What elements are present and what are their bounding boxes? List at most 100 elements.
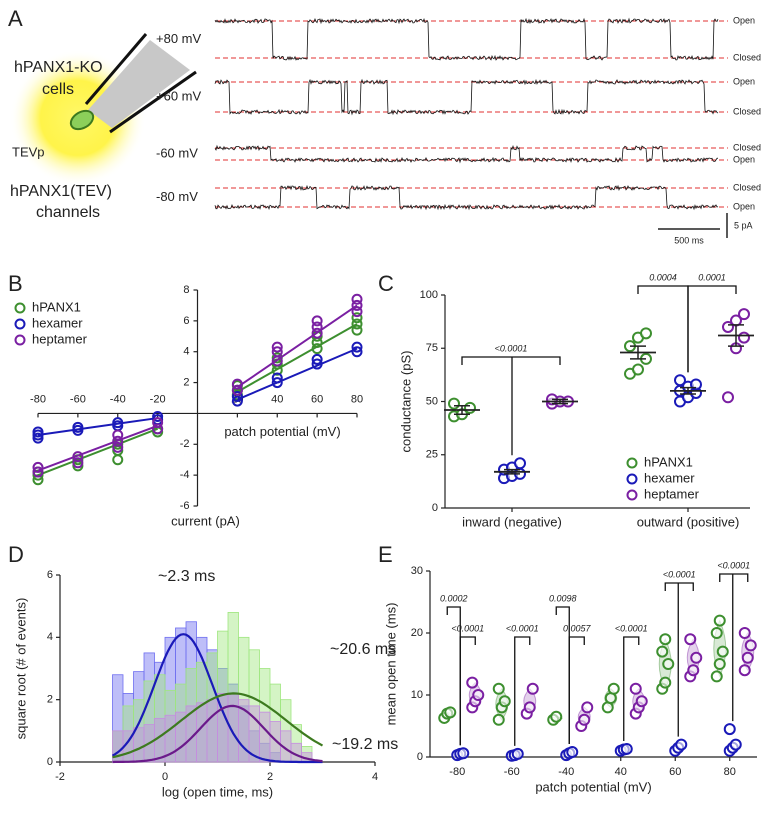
data-point: [581, 701, 594, 714]
data-point: [271, 341, 283, 353]
x-tick-label: 40: [271, 393, 283, 405]
y-tick-label: 0: [417, 751, 423, 763]
data-point: [526, 682, 539, 695]
y-tick-label: 8: [183, 284, 189, 296]
data-point: [351, 346, 363, 358]
level-label: Closed: [733, 52, 761, 62]
data-point: [231, 395, 243, 407]
level-label: Open: [733, 154, 755, 164]
data-point: [72, 451, 84, 463]
data-point: [152, 423, 164, 435]
y-tick-label: 4: [47, 631, 53, 643]
data-point: [152, 417, 164, 429]
channel-label: hPANX1(TEV): [10, 183, 112, 200]
y-tick-label: 25: [426, 449, 438, 461]
fit-annotation: ~2.3 ms: [158, 568, 215, 585]
pipette-edge: [109, 70, 197, 134]
legend-label: heptamer: [32, 331, 88, 346]
y-tick-label: -6: [180, 500, 190, 512]
data-point: [738, 664, 751, 677]
x-tick-label: 4: [372, 771, 378, 783]
x-tick-label: inward (negative): [462, 514, 562, 529]
p-value: 0.0002: [440, 593, 468, 603]
data-point: [271, 377, 283, 389]
x-tick-label: -20: [150, 393, 166, 405]
gaussian-fit: [112, 692, 324, 759]
x-tick-label: 40: [615, 766, 627, 778]
time-scale: 500 ms: [674, 235, 704, 245]
legend-label: hPANX1: [32, 299, 81, 314]
gaussian-fit: [111, 633, 323, 764]
x-tick-label: -2: [55, 771, 65, 783]
x-axis-label: log (open time, ms): [162, 784, 273, 799]
cell-label: cells: [42, 81, 74, 98]
x-axis-label: patch potential (mV): [535, 779, 651, 794]
current-trace: [214, 184, 719, 211]
data-point: [498, 695, 511, 708]
data-point: [457, 747, 470, 760]
histogram-bar: [269, 721, 281, 763]
data-point: [738, 627, 751, 639]
data-point: [231, 384, 243, 396]
y-tick-label: 2: [47, 694, 53, 706]
current-trace: [214, 78, 719, 116]
fit-annotation: ~19.2 ms: [332, 736, 398, 753]
panel-label: D: [8, 542, 24, 567]
level-label: Closed: [733, 106, 761, 116]
data-point: [311, 353, 323, 365]
data-point: [738, 308, 750, 321]
data-point: [632, 363, 644, 376]
data-point: [607, 682, 620, 695]
data-point: [231, 390, 243, 402]
fit-line: [37, 417, 158, 437]
x-tick-label: -60: [70, 393, 86, 405]
data-point: [32, 461, 44, 473]
error-bar: [552, 398, 568, 405]
voltage-label: +80 mV: [156, 31, 201, 46]
data-point: [72, 421, 84, 433]
panel-label: E: [378, 542, 393, 567]
error-bar: [728, 324, 744, 347]
data-point: [690, 651, 703, 664]
data-point: [32, 426, 44, 438]
legend-marker: [626, 473, 638, 485]
channel-label: channels: [36, 204, 100, 221]
data-point: [662, 658, 675, 670]
legend-label: hexamer: [644, 470, 695, 485]
error-bar: [454, 405, 470, 416]
fit-line: [37, 424, 158, 472]
legend-marker: [14, 318, 26, 330]
x-tick-label: 2: [267, 771, 273, 783]
fit-line: [236, 347, 358, 401]
significance-bracket: [514, 636, 531, 746]
histogram-bar: [259, 711, 271, 763]
data-point: [351, 293, 363, 305]
data-point: [710, 627, 723, 639]
data-point: [729, 738, 742, 751]
data-point: [351, 324, 363, 336]
data-point: [675, 738, 688, 751]
panel-label: A: [8, 6, 23, 31]
p-value: <0.0001: [451, 623, 484, 633]
x-tick-label: 80: [351, 393, 363, 405]
y-tick-label: 2: [183, 376, 189, 388]
legend-label: hPANX1: [644, 454, 693, 469]
data-point: [466, 676, 479, 689]
fit-line: [236, 304, 358, 389]
y-axis-label: current (pA): [171, 513, 240, 528]
data-point: [523, 701, 536, 714]
legend-marker: [14, 302, 26, 314]
level-label: Closed: [733, 142, 761, 152]
data-point: [472, 689, 485, 701]
data-point: [716, 645, 729, 658]
data-point: [32, 474, 44, 486]
significance-bracket: [687, 285, 737, 373]
y-tick-label: -2: [180, 438, 190, 450]
data-point: [231, 378, 243, 390]
data-point: [271, 372, 283, 384]
significance-bracket: [461, 356, 561, 456]
current-trace: [214, 17, 719, 61]
data-point: [659, 676, 672, 689]
data-point: [713, 614, 726, 627]
error-bar: [504, 468, 520, 475]
